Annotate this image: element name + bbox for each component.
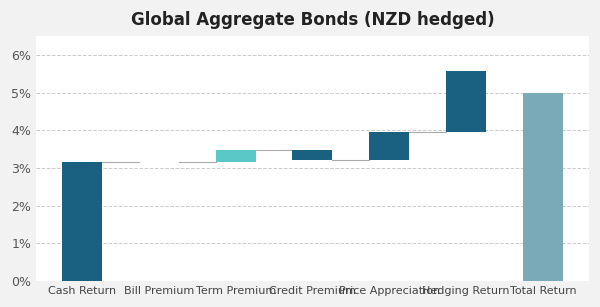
Bar xyxy=(523,93,563,281)
Bar xyxy=(215,150,256,162)
Title: Global Aggregate Bonds (NZD hedged): Global Aggregate Bonds (NZD hedged) xyxy=(131,11,494,29)
Bar xyxy=(62,162,102,281)
Bar xyxy=(369,131,409,160)
Bar xyxy=(446,71,486,131)
Bar xyxy=(292,150,332,160)
